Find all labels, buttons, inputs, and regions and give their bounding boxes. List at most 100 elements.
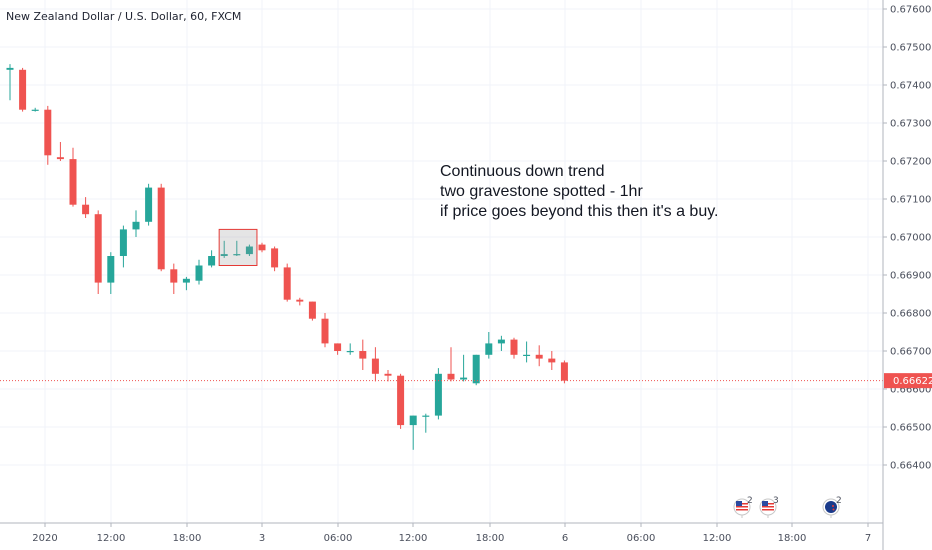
candle-body bbox=[6, 67, 14, 70]
candle-body bbox=[308, 301, 316, 319]
candle-body bbox=[510, 339, 518, 355]
candle bbox=[182, 276, 190, 291]
x-tick-label: 12:00 bbox=[703, 533, 732, 544]
y-tick-label: 0.66900 bbox=[890, 271, 931, 282]
x-tick-label: 3 bbox=[259, 533, 265, 544]
candle bbox=[422, 413, 430, 433]
y-tick-label: 0.67600 bbox=[890, 5, 931, 16]
candle-body bbox=[523, 354, 531, 356]
y-tick-label: 0.67400 bbox=[890, 81, 931, 92]
candle bbox=[170, 263, 178, 294]
y-tick-label: 0.67200 bbox=[890, 157, 931, 168]
candle bbox=[19, 67, 27, 112]
candle-body bbox=[31, 109, 39, 111]
candle bbox=[334, 343, 342, 355]
candle-body bbox=[94, 214, 102, 283]
candle-body bbox=[560, 362, 568, 381]
candle-body bbox=[182, 278, 190, 283]
candle bbox=[447, 347, 455, 382]
candle-body bbox=[145, 187, 153, 222]
candle bbox=[397, 373, 405, 429]
x-tick-label: 7 bbox=[865, 533, 871, 544]
candle-body bbox=[195, 265, 203, 281]
time-axis[interactable]: 2020 12:00 18:00 3 06:00 12:00 18:00 6 06:00 12:0… bbox=[0, 522, 883, 544]
y-tick-label: 0.66800 bbox=[890, 309, 931, 320]
candle bbox=[510, 337, 518, 359]
candle-body bbox=[535, 354, 543, 359]
candle bbox=[497, 335, 505, 351]
event-marker[interactable]: 3 bbox=[759, 496, 779, 518]
price-axis[interactable]: 0.67600 0.67500 0.67400 0.67300 0.67200 0.671… bbox=[882, 0, 931, 550]
x-tick-label: 18:00 bbox=[173, 533, 202, 544]
y-tick-label: 0.67300 bbox=[890, 119, 931, 130]
candle bbox=[560, 360, 568, 384]
candle bbox=[6, 64, 14, 101]
candle-body bbox=[460, 377, 468, 380]
candle-body bbox=[485, 343, 493, 355]
event-markers[interactable]: 2 3 2 bbox=[733, 496, 842, 518]
candle bbox=[535, 345, 543, 367]
nz-flag-icon bbox=[825, 501, 837, 513]
x-tick-label: 18:00 bbox=[476, 533, 505, 544]
y-tick-label: 0.66500 bbox=[890, 423, 931, 434]
candle bbox=[233, 240, 241, 256]
annotation-line-1[interactable]: Continuous down trend bbox=[440, 163, 605, 180]
candle bbox=[94, 210, 102, 294]
candle bbox=[245, 244, 253, 256]
candle-body bbox=[170, 269, 178, 283]
y-tick-label: 0.66700 bbox=[890, 347, 931, 358]
event-count: 2 bbox=[836, 496, 842, 506]
candle-body bbox=[321, 318, 329, 344]
candle-body bbox=[157, 187, 165, 270]
us-flag-icon bbox=[736, 501, 748, 513]
x-tick-label: 12:00 bbox=[399, 533, 428, 544]
candle-body bbox=[19, 69, 27, 110]
candle-body bbox=[548, 358, 556, 363]
candle-body bbox=[132, 221, 140, 230]
candle-body bbox=[472, 354, 480, 384]
candle-body bbox=[447, 373, 455, 380]
candle bbox=[283, 263, 291, 302]
y-tick-label: 0.66400 bbox=[890, 461, 931, 472]
candle bbox=[220, 240, 228, 258]
candle-body bbox=[69, 159, 77, 205]
candle bbox=[485, 332, 493, 359]
candle-body bbox=[245, 246, 253, 255]
candle-body bbox=[208, 256, 216, 266]
candle-body bbox=[271, 248, 279, 268]
candle-body bbox=[371, 358, 379, 374]
candle bbox=[69, 147, 77, 207]
candle bbox=[409, 415, 417, 450]
candle-body bbox=[409, 415, 417, 426]
candle bbox=[384, 370, 392, 382]
event-marker[interactable]: 2 bbox=[733, 496, 753, 518]
candle bbox=[472, 354, 480, 386]
candle bbox=[82, 197, 90, 218]
candle-body bbox=[44, 109, 52, 156]
candle bbox=[132, 210, 140, 237]
y-tick-label: 0.67000 bbox=[890, 233, 931, 244]
candle-body bbox=[107, 256, 115, 283]
candle bbox=[359, 339, 367, 370]
us-flag-icon bbox=[762, 501, 774, 513]
grid-lines bbox=[0, 0, 883, 523]
annotation-line-2[interactable]: two gravestone spotted - 1hr bbox=[440, 183, 643, 200]
candle bbox=[119, 225, 127, 268]
candle-body bbox=[56, 157, 64, 160]
gravestone-highlight-box[interactable] bbox=[218, 228, 258, 266]
event-count: 3 bbox=[773, 496, 779, 506]
candle-body bbox=[434, 373, 442, 416]
candles-layer bbox=[6, 64, 568, 450]
candle-body bbox=[359, 351, 367, 359]
y-tick-label: 0.66600 bbox=[890, 385, 931, 396]
candle bbox=[371, 347, 379, 382]
candle-body bbox=[384, 373, 392, 376]
candle bbox=[258, 242, 266, 253]
candle bbox=[195, 259, 203, 285]
last-price-label: 0.66622 bbox=[884, 373, 932, 389]
annotation-line-3[interactable]: if price goes beyond this then it's a bu… bbox=[440, 203, 718, 220]
candle-body bbox=[82, 204, 90, 215]
x-tick-label: 2020 bbox=[32, 533, 57, 544]
event-marker[interactable]: 2 bbox=[822, 496, 842, 518]
